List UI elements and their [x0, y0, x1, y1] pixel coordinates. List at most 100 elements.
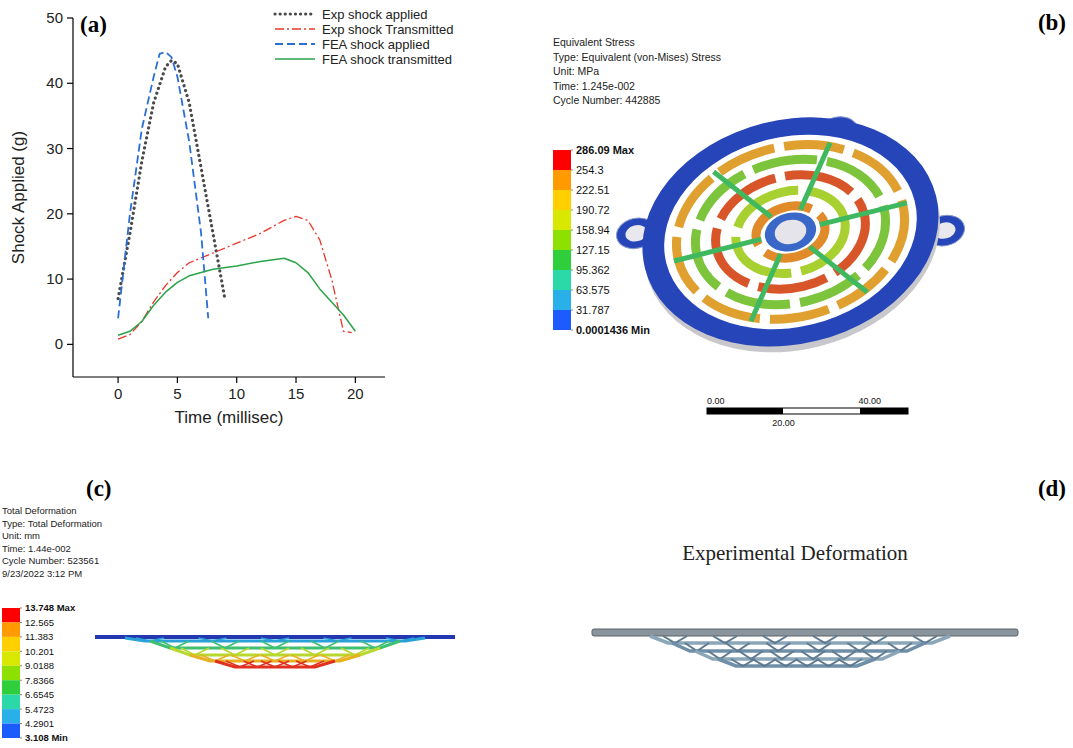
y-tick-label: 50 [46, 9, 63, 26]
colorbar-label: 158.94 [576, 224, 610, 236]
plate [95, 635, 455, 639]
y-tick [67, 213, 73, 214]
spring-spoke [714, 161, 772, 228]
disc-rim [618, 87, 963, 377]
panel-title: Experimental Deformation [682, 541, 908, 565]
colorbar-band [553, 290, 571, 310]
photo-link [731, 659, 755, 666]
spring-layer [215, 661, 335, 667]
y-tick [67, 148, 73, 149]
colorbar-tick [571, 190, 573, 191]
legend-label: FEA shock transmitted [322, 52, 452, 67]
x-tick [177, 377, 178, 383]
spring-link [181, 648, 209, 655]
colorbar-label: 254.3 [576, 164, 604, 176]
photo-link [847, 643, 871, 651]
scale-bar [707, 408, 908, 414]
spring-layer [150, 641, 400, 648]
x-tick [355, 377, 356, 383]
photo-link [807, 643, 831, 651]
colorbar-label: 190.72 [576, 204, 610, 216]
colorbar-tick [571, 250, 573, 251]
spring-spoke [820, 203, 907, 225]
spring-ring [658, 121, 924, 342]
colorbar-tick [571, 210, 573, 211]
spring-ring [680, 140, 901, 324]
panel-label: (b) [1038, 10, 1066, 35]
spring-spoke [810, 236, 868, 303]
photo-link [708, 651, 732, 659]
spring-link [261, 641, 289, 648]
photo-link [863, 636, 887, 643]
photo-link [774, 659, 798, 666]
spring-link [261, 655, 289, 661]
colorbar-label: 222.51 [576, 184, 610, 196]
photo-plate [592, 629, 1018, 636]
photo-link [713, 636, 737, 643]
legend: Exp shock appliedExp shock TransmittedFE… [275, 7, 454, 67]
spring-layer [170, 648, 380, 655]
x-axis-title: Time (millisec) [175, 408, 284, 427]
colorbar-band [553, 230, 571, 250]
spring-ring [703, 159, 877, 304]
header-line: Total Deformation [2, 505, 76, 516]
series-line [118, 258, 355, 335]
photo-link [739, 651, 763, 659]
header-line: Time: 1.44e-002 [2, 543, 71, 554]
panel-b: (b) Equivalent Stress Type: Equivalent (vo… [553, 10, 1066, 428]
spring-link [261, 638, 289, 641]
photo-layer [695, 651, 900, 659]
scale-bar-seg [860, 408, 908, 414]
colorbar-tick [571, 150, 573, 151]
panel-d: (d)Experimental Deformation [592, 476, 1066, 666]
x-tick [117, 377, 118, 383]
colorbar-band [553, 150, 571, 170]
disc-model [598, 82, 984, 387]
colorbar-label: 286.09 Max [576, 144, 635, 156]
spring-link [324, 638, 352, 641]
spring-link [199, 638, 227, 641]
spring-link [341, 648, 369, 655]
spring-spoke [786, 143, 844, 210]
y-tick [67, 83, 73, 84]
header-line: Equivalent Stress [553, 36, 635, 48]
photo [592, 629, 1018, 666]
legend-swatch [275, 43, 315, 45]
y-tick [67, 344, 73, 345]
photo-link [832, 651, 856, 659]
x-tick-label: 5 [173, 385, 181, 402]
header-line: Type: Equivalent (von-Mises) Stress [553, 51, 721, 63]
photo-link [838, 659, 862, 666]
y-tick-label: 0 [55, 335, 63, 352]
hub [761, 207, 821, 256]
series-line [118, 216, 352, 339]
colorbar-label: 95.362 [576, 264, 610, 276]
y-axis [72, 18, 73, 377]
legend-swatch [275, 58, 315, 60]
spring-link [221, 648, 249, 655]
photo-link [752, 659, 776, 666]
header-line: 9/23/2022 3:12 PM [2, 568, 82, 579]
colorbar-tick [20, 694, 22, 695]
colorbar-label: 63.575 [576, 284, 610, 296]
colorbar-tick [20, 622, 22, 623]
scale-bar-label: 40.00 [859, 396, 882, 406]
legend-label: Exp shock applied [322, 7, 428, 22]
x-tick-label: 10 [228, 385, 245, 402]
photo-link [817, 659, 841, 666]
header-line: Cycle Number: 523561 [2, 555, 99, 566]
panel-label: (c) [86, 476, 112, 501]
header-line: Unit: mm [2, 530, 40, 541]
colorbar-tick [20, 608, 22, 609]
colorbar-label: 6.6545 [25, 689, 54, 700]
photo-link [766, 643, 790, 651]
scale-bar-seg [707, 408, 783, 414]
colorbar-band [2, 622, 20, 636]
colorbar-tick [20, 709, 22, 710]
photo-link [863, 651, 887, 659]
colorbar-tick [20, 665, 22, 666]
colorbar-tick [571, 330, 573, 331]
spring-link [211, 641, 239, 648]
scale-bar-label: 20.00 [772, 418, 795, 428]
spring-link [161, 641, 189, 648]
